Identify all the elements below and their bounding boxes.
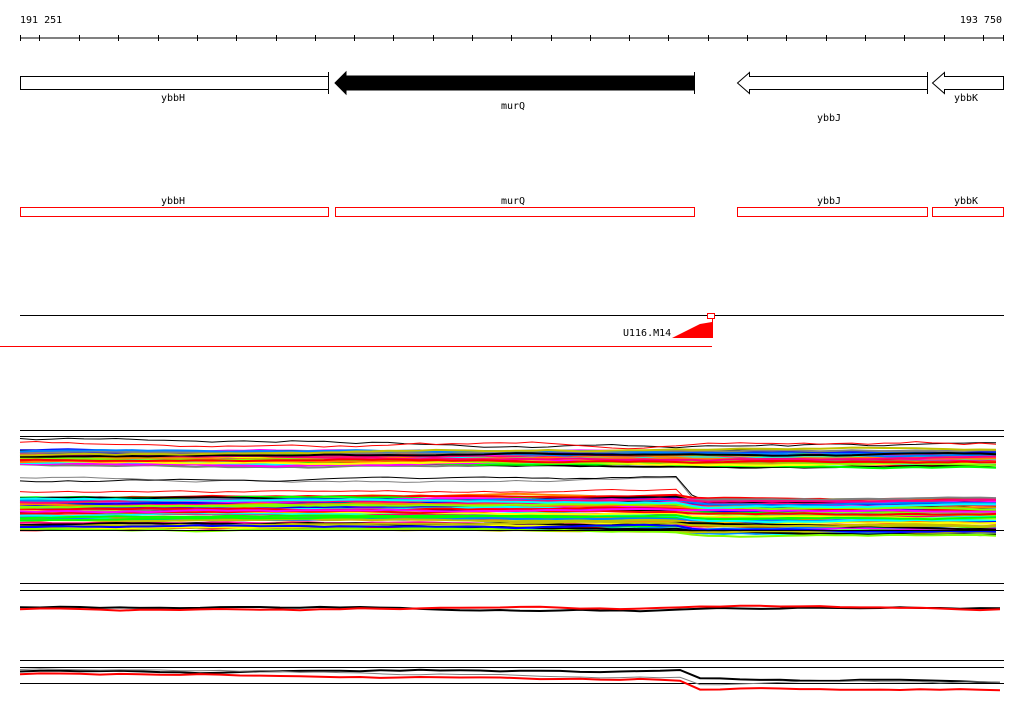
position-ruler — [20, 35, 1004, 41]
expression-traces — [19, 430, 1004, 538]
gene-arrow-ybbJ[interactable] — [736, 71, 928, 95]
trace-line — [19, 456, 997, 467]
ruler-end-label: 193 750 — [960, 15, 1002, 26]
summary-line — [19, 672, 1001, 692]
summary-line — [19, 668, 1001, 686]
trace-line — [19, 497, 996, 510]
summary-traces — [19, 583, 1004, 692]
gene-box-label-ybbK: ybbK — [954, 196, 978, 207]
gene-box-ybbH[interactable] — [20, 207, 329, 217]
trace-line — [19, 440, 997, 450]
gene-arrow-murQ[interactable] — [334, 70, 695, 96]
ruler-start-label: 191 251 — [20, 15, 62, 26]
trace-line — [19, 446, 997, 457]
trace-line — [19, 507, 996, 514]
feature-marker[interactable] — [707, 313, 715, 319]
gene-arrow-ybbH[interactable] — [20, 72, 329, 94]
gene-box-ybbJ[interactable] — [737, 207, 928, 217]
feature-track: U116.M14 — [0, 313, 1004, 347]
gene-arrow-ybbK[interactable] — [931, 71, 1004, 95]
gene-box-label-ybbJ: ybbJ — [817, 196, 841, 207]
gene-label-ybbK: ybbK — [954, 93, 978, 104]
gene-box-label-ybbH: ybbH — [161, 196, 185, 207]
trace-line — [19, 458, 997, 464]
trace-line — [19, 506, 997, 512]
gene-track-arrows: ybbH murQ ybbJ ybbK — [20, 70, 1004, 124]
gene-box-murQ[interactable] — [335, 207, 695, 217]
gene-label-ybbJ: ybbJ — [817, 113, 841, 124]
summary-line — [19, 604, 1001, 612]
gene-label-ybbH: ybbH — [161, 93, 185, 104]
summary-line — [19, 668, 1001, 684]
gene-label-murQ: murQ — [501, 101, 525, 112]
gene-track-boxes: ybbH murQ ybbJ ybbK — [20, 196, 1004, 217]
feature-label: U116.M14 — [623, 328, 671, 339]
gene-box-label-murQ: murQ — [501, 196, 525, 207]
summary-line — [19, 605, 1001, 613]
trace-line — [19, 514, 997, 521]
gene-box-ybbK[interactable] — [932, 207, 1004, 217]
feature-ramp — [672, 322, 712, 338]
